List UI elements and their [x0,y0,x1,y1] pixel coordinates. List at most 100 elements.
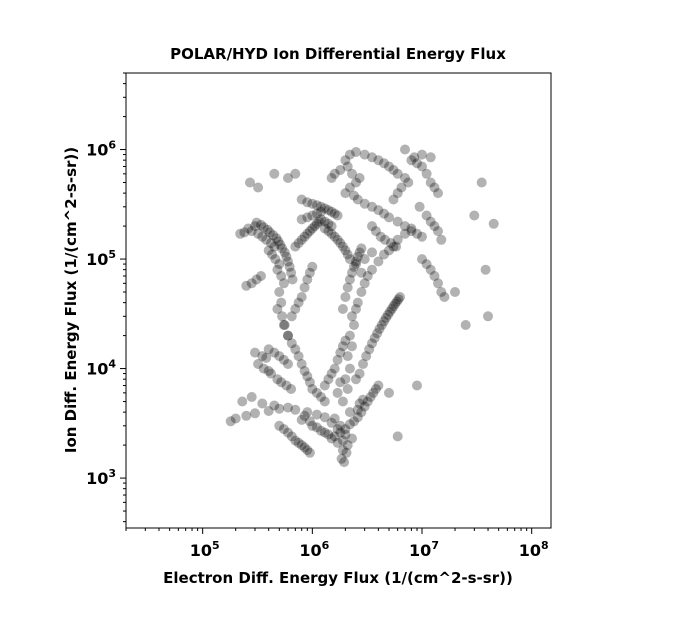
scatter-point [359,278,370,289]
scatter-point [335,347,346,358]
scatter-point [364,344,375,355]
scatter-point [421,210,432,221]
scatter-point [337,445,348,456]
scatter-point [392,188,403,199]
scatter-point [332,437,343,448]
scatter-point [326,173,337,183]
scatter-point [311,218,322,229]
scatter-point [351,256,361,267]
x-tick-label: 106 [299,539,329,560]
scatter-point [337,396,348,407]
scatter-point [342,440,353,451]
scatter-point [304,226,315,237]
scatter-point [359,149,370,160]
scatter-point [356,243,367,254]
scatter-point [488,218,499,229]
scatter-point [417,231,427,242]
scatter-point [391,241,402,252]
scatter-point [352,251,363,262]
scatter-point [269,400,280,411]
scatter-point [383,309,393,320]
scatter-point [278,354,289,365]
x-tick-label: 105 [190,539,220,560]
scatter-point [283,330,293,341]
scatter-point [379,208,389,219]
scatter-point [251,274,262,285]
scatter-point [269,168,280,179]
scatter-point [433,188,443,199]
scatter-point [314,216,324,227]
scatter-point [258,222,269,233]
scatter-point [293,437,304,448]
scatter-point [400,173,410,183]
scatter-point [480,264,491,275]
scatter-point [246,226,257,237]
scatter-point [241,280,252,291]
scatter-point [373,205,384,216]
scatter-point [256,219,266,230]
scatter-point [341,447,352,458]
scatter-point [268,230,279,241]
scatter-point [274,287,285,297]
scatter-point [352,412,363,423]
scatter-point [392,234,403,245]
scatter-point [332,234,343,245]
scatter-point [365,392,376,402]
scatter-point [329,168,340,179]
scatter-point [337,435,348,446]
scatter-point [436,234,447,245]
scatter-point [316,201,326,212]
scatter-point [381,312,391,323]
scatter-point [304,267,315,278]
scatter-point [351,177,361,188]
scatter-point [241,410,252,421]
scatter-point [336,453,347,464]
scatter-point [329,231,340,242]
scatter-point [362,396,373,407]
scatter-point [352,297,363,308]
scatter-point [332,387,343,398]
scatter-point [373,155,384,166]
scatter-point [450,287,460,297]
scatter-point [253,359,264,369]
scatter-point [281,251,292,262]
scatter-point [429,221,440,232]
scatter-point [287,274,298,285]
scatter-point [344,419,355,430]
scatter-point [409,152,420,163]
scatter-point [302,371,313,382]
scatter-point [370,384,381,394]
scatter-point [483,311,493,322]
scatter-point [344,363,355,374]
scatter-point [351,374,361,385]
scatter-point [340,292,351,302]
scatter-point [326,368,337,379]
scatter-point [319,380,330,391]
scatter-point [414,201,425,212]
scatter-point [406,226,417,237]
scatter-point [293,238,304,249]
scatter-point [319,396,330,407]
scatter-point [425,264,436,275]
scatter-point [296,234,307,245]
scatter-point [274,420,285,431]
scatter-point [342,282,353,293]
scatter-point [380,234,390,245]
scatter-point [332,210,343,221]
scatter-point [367,264,377,275]
y-axis-label: Ion Diff. Energy Flux (1/(cm^2-s-sr)) [62,147,80,453]
scatter-point [278,320,289,330]
scatter-point [304,377,315,388]
scatter-point [425,177,436,188]
scatter-point [319,203,330,214]
scatter-point [326,228,337,239]
scatter-point [290,241,301,252]
scatter-point [367,338,377,349]
scatter-point [400,228,410,239]
scatter-point [368,387,379,398]
scatter-point [253,182,264,193]
scatter-point [264,227,275,238]
scatter-point [283,402,293,413]
scatter-point [302,197,313,208]
scatter-point [384,245,394,256]
